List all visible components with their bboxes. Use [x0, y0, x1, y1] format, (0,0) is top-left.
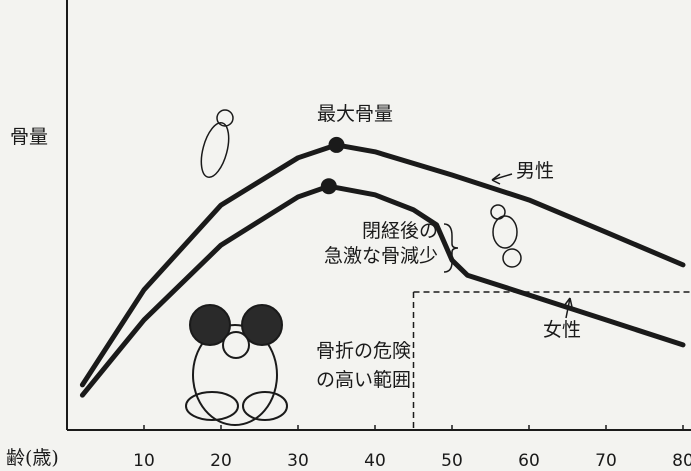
x-tick-label: 10: [133, 451, 155, 471]
menopause-annotation: 閉経後の: [362, 220, 438, 242]
series-label: 男性: [516, 160, 554, 182]
menopause-annotation: 急激な骨減少: [324, 245, 438, 267]
x-tick-label: 20: [210, 451, 232, 471]
line: [79, 142, 686, 388]
x-tick-label: 70: [595, 451, 617, 471]
y-axis-label: 骨量: [10, 126, 48, 148]
series-label: 女性: [543, 319, 581, 341]
peak-point: [320, 178, 337, 195]
brace: [443, 223, 459, 273]
x-tick-label: 50: [441, 451, 463, 471]
x-tick-label: 30: [287, 451, 309, 471]
cartoon-figure: [200, 109, 522, 268]
fracture-annotation: の高い範囲: [316, 369, 411, 391]
x-tick-label: 40: [364, 451, 386, 471]
x-tick-label: 80: [672, 451, 691, 471]
peak-point: [328, 136, 345, 153]
arrow: [491, 173, 513, 185]
fracture-annotation: 骨折の危険: [316, 340, 411, 362]
peak-annotation: 最大骨量: [317, 103, 393, 125]
line: [79, 183, 686, 398]
x-tick-label: 60: [518, 451, 540, 471]
cartoon-figure: [185, 304, 288, 426]
x-axis-label: 齢(歳): [6, 447, 59, 469]
